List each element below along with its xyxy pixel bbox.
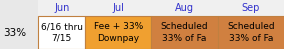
Text: Scheduled
33% of Fa: Scheduled 33% of Fa bbox=[227, 22, 275, 43]
Bar bbox=[38, 16, 85, 49]
Text: 6/16 thru
7/15: 6/16 thru 7/15 bbox=[41, 22, 83, 43]
Text: Jun: Jun bbox=[54, 3, 69, 13]
Text: 33%: 33% bbox=[3, 28, 26, 38]
Bar bbox=[85, 0, 151, 16]
Text: Aug: Aug bbox=[175, 3, 194, 13]
Text: Fee + 33%
Downpay: Fee + 33% Downpay bbox=[93, 22, 143, 43]
Text: Sep: Sep bbox=[242, 3, 260, 13]
Text: Jul: Jul bbox=[112, 3, 124, 13]
Bar bbox=[151, 0, 218, 16]
Bar bbox=[218, 16, 284, 49]
Bar bbox=[38, 0, 85, 16]
Bar bbox=[85, 16, 151, 49]
Text: Scheduled
33% of Fa: Scheduled 33% of Fa bbox=[161, 22, 208, 43]
Bar bbox=[151, 16, 218, 49]
Bar bbox=[218, 0, 284, 16]
